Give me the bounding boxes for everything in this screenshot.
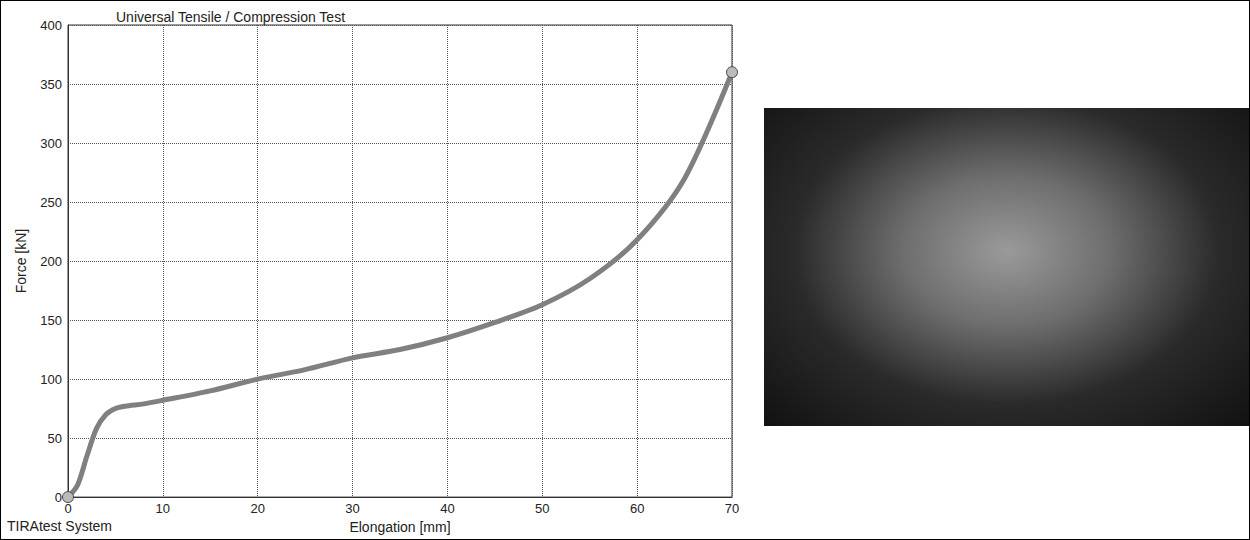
svg-text:250: 250 bbox=[40, 195, 62, 210]
svg-text:400: 400 bbox=[40, 18, 62, 33]
svg-text:50: 50 bbox=[48, 431, 62, 446]
svg-text:100: 100 bbox=[40, 372, 62, 387]
svg-text:150: 150 bbox=[40, 313, 62, 328]
svg-text:Force [kN]: Force [kN] bbox=[13, 229, 29, 294]
svg-text:20: 20 bbox=[250, 501, 264, 516]
svg-text:10: 10 bbox=[156, 501, 170, 516]
svg-text:30: 30 bbox=[345, 501, 359, 516]
svg-text:TIRAtest System: TIRAtest System bbox=[7, 518, 112, 534]
svg-text:350: 350 bbox=[40, 77, 62, 92]
svg-text:Universal Tensile / Compressio: Universal Tensile / Compression Test bbox=[116, 9, 345, 25]
svg-text:0: 0 bbox=[64, 501, 71, 516]
svg-text:Elongation [mm]: Elongation [mm] bbox=[349, 519, 450, 535]
svg-text:40: 40 bbox=[440, 501, 454, 516]
svg-text:300: 300 bbox=[40, 136, 62, 151]
svg-text:50: 50 bbox=[535, 501, 549, 516]
svg-text:70: 70 bbox=[725, 501, 739, 516]
svg-text:60: 60 bbox=[630, 501, 644, 516]
svg-text:0: 0 bbox=[55, 490, 62, 505]
svg-text:200: 200 bbox=[40, 254, 62, 269]
